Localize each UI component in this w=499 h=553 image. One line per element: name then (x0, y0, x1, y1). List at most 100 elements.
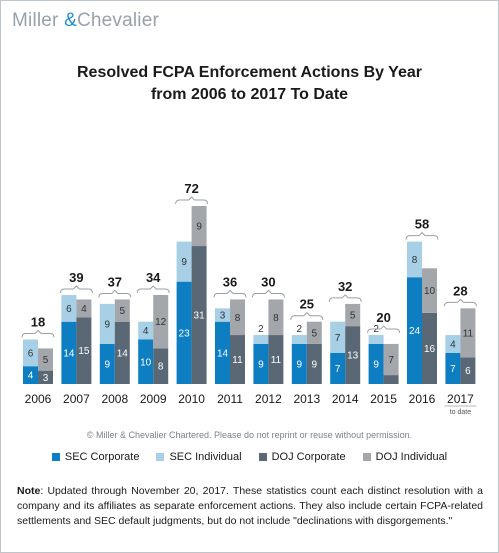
chart-title-line2: from 2006 to 2017 To Date (150, 86, 349, 103)
x-tick-label: 2007 (63, 392, 90, 406)
data-label: 5 (350, 311, 356, 322)
data-label: 8 (412, 255, 418, 266)
data-label: 12 (155, 317, 167, 328)
total-label: 72 (184, 181, 198, 196)
bar-sec-corporate (138, 339, 154, 384)
bar-doj-individual (76, 299, 92, 318)
legend-label: DOJ Corporate (271, 451, 346, 463)
bar-doj-individual (153, 295, 169, 349)
bar-sec-individual (253, 335, 269, 344)
x-tick-label: 2017 (447, 392, 474, 406)
x-tick-sublabel: to date (450, 409, 472, 416)
data-label: 6 (28, 348, 34, 359)
total-label: 34 (146, 270, 161, 285)
data-label: 2 (258, 324, 264, 335)
total-brace (367, 325, 401, 334)
data-label: 16 (424, 344, 436, 355)
bar-doj-corporate (268, 335, 284, 384)
data-label: 9 (258, 359, 264, 370)
data-label: 3 (43, 373, 49, 384)
x-tick-label: 2013 (293, 392, 320, 406)
bar-sec-corporate (61, 321, 77, 384)
data-label: 5 (312, 328, 318, 339)
bar-sec-corporate (330, 352, 346, 384)
bar-sec-corporate (215, 321, 230, 384)
total-brace (328, 294, 362, 302)
data-label: 24 (409, 326, 421, 337)
legend-label: SEC Individual (169, 451, 242, 463)
bar-sec-corporate (407, 277, 422, 384)
total-brace (175, 196, 209, 205)
bar-doj-individual (38, 348, 53, 371)
bar-sec-individual (215, 308, 230, 322)
data-label: 4 (450, 339, 456, 350)
data-label: 11 (463, 328, 474, 339)
data-label: 4 (143, 326, 149, 337)
total-label: 39 (69, 270, 83, 285)
bar-sec-individual (61, 295, 77, 322)
x-tick-label: 2008 (101, 392, 128, 406)
data-label: 23 (179, 328, 191, 339)
data-label: 6 (66, 304, 72, 315)
bar-doj-individual (230, 299, 245, 336)
legend-item: DOJ Corporate (258, 451, 346, 463)
legend-swatch (156, 453, 165, 461)
total-brace (290, 311, 324, 320)
data-label: 4 (28, 371, 34, 382)
bar-sec-individual (99, 303, 115, 344)
total-brace (213, 289, 247, 298)
data-label: 9 (312, 359, 318, 370)
brand-logo: Miller &Chevalier (12, 10, 160, 31)
total-label: 32 (338, 279, 352, 294)
footnote-text: : Updated through November 20, 2017. The… (17, 485, 483, 527)
x-tick-label: 2012 (255, 392, 282, 406)
data-label: 8 (235, 313, 241, 324)
legend-item: DOJ Individual (362, 451, 448, 463)
data-label: 15 (78, 346, 90, 357)
total-label: 28 (453, 283, 467, 298)
total-label: 37 (108, 274, 122, 289)
x-tick-label: 2009 (140, 392, 167, 406)
data-label: 9 (196, 222, 202, 233)
data-label: 8 (273, 313, 279, 324)
bar-sec-corporate (99, 343, 115, 384)
total-brace (21, 329, 55, 338)
bar-sec-corporate (368, 343, 384, 384)
bar-sec-corporate (176, 281, 192, 384)
data-label: 3 (220, 311, 226, 322)
bar-doj-individual (460, 308, 476, 358)
total-brace (443, 298, 477, 307)
footnote-label: Note (17, 485, 41, 497)
bar-doj-corporate (114, 321, 130, 384)
legend-label: SEC Corporate (64, 451, 140, 463)
x-tick-label: 2015 (370, 392, 397, 406)
data-label: 5 (120, 306, 126, 317)
legend-swatch (362, 453, 371, 461)
data-label: 10 (424, 286, 436, 297)
bar-doj-corporate (306, 343, 322, 384)
total-label: 25 (300, 297, 314, 312)
bar-doj-corporate (153, 348, 169, 384)
data-label: 7 (388, 355, 394, 366)
x-tick-label: 2011 (217, 392, 243, 406)
data-label: 14 (63, 348, 75, 359)
total-label: 58 (415, 217, 429, 232)
legend-label: DOJ Individual (375, 451, 448, 463)
data-label: 9 (373, 359, 379, 370)
data-label: 2 (297, 324, 303, 335)
data-label: 8 (158, 362, 164, 373)
chart-plot: 4635182006146154392007991453720081048123… (21, 181, 477, 416)
bar-doj-corporate (383, 375, 399, 384)
data-label: 11 (232, 355, 243, 366)
legend-swatch (51, 453, 60, 461)
data-label: 9 (105, 319, 111, 330)
total-brace (136, 285, 170, 294)
bar-doj-individual (422, 268, 437, 313)
x-tick-label: 2006 (25, 392, 52, 406)
bar-sec-individual (291, 335, 307, 344)
data-label: 9 (181, 257, 187, 268)
data-label: 31 (194, 311, 206, 322)
total-label: 36 (223, 274, 237, 289)
data-label: 10 (140, 357, 152, 368)
copyright-notice: © Miller & Chevalier Chartered. Please d… (86, 430, 413, 440)
